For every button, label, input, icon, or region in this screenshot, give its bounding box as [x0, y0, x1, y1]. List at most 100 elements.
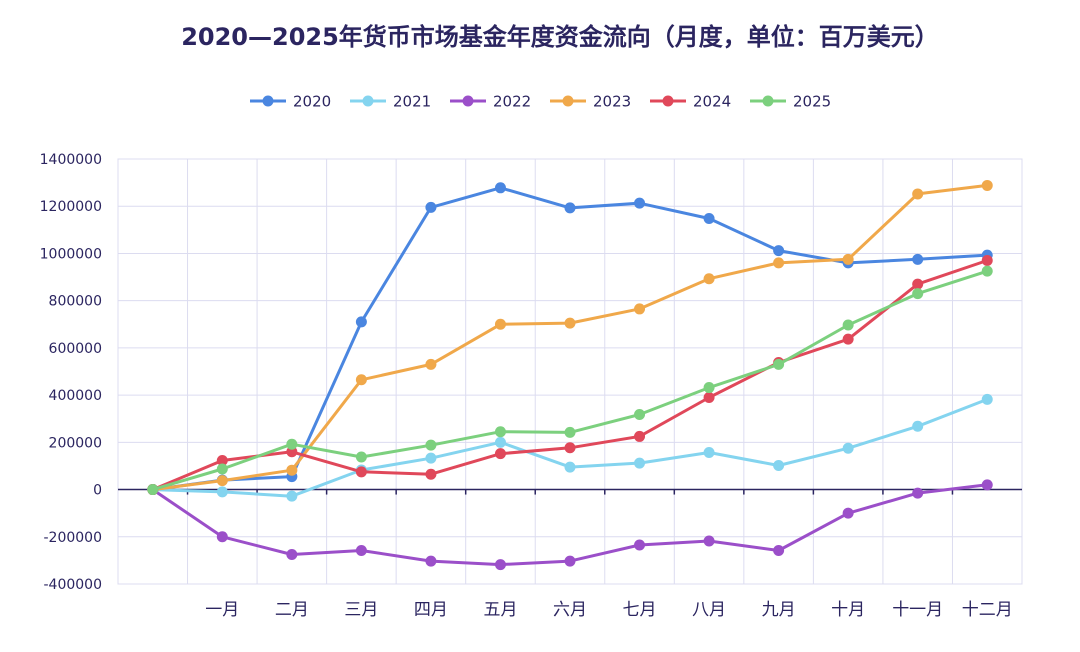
data-point — [355, 466, 367, 478]
data-point — [703, 213, 715, 224]
x-tick-label: 八月 — [692, 600, 726, 620]
data-point — [842, 253, 854, 265]
x-tick-label: 十二月 — [962, 600, 1013, 620]
data-point — [216, 455, 228, 467]
legend-item: 2023 — [550, 93, 631, 111]
legend-swatch-marker — [662, 95, 674, 107]
data-point — [773, 459, 785, 471]
legend-swatch-marker — [362, 95, 374, 107]
data-point — [634, 303, 646, 315]
series-group — [147, 179, 993, 571]
data-point — [634, 197, 646, 209]
data-point — [425, 468, 437, 480]
data-point — [286, 490, 298, 502]
data-point — [981, 479, 993, 491]
data-point — [564, 555, 576, 567]
x-tick-label: 六月 — [553, 600, 587, 620]
data-point — [981, 265, 993, 277]
data-point — [355, 544, 367, 556]
legend-item: 2021 — [350, 93, 431, 111]
series-2024 — [147, 255, 993, 496]
legend-label: 2020 — [293, 93, 331, 111]
y-tick-label: 1400000 — [40, 152, 102, 168]
x-tick-label: 十一月 — [892, 600, 943, 620]
data-point — [634, 430, 646, 442]
data-point — [703, 391, 715, 403]
data-point — [564, 426, 576, 438]
data-point — [703, 535, 715, 547]
data-point — [842, 319, 854, 331]
x-tick-label: 三月 — [344, 600, 378, 620]
y-tick-label: 200000 — [49, 435, 102, 451]
data-point — [981, 255, 993, 267]
data-point — [425, 201, 437, 213]
data-point — [912, 188, 924, 200]
data-point — [842, 333, 854, 345]
x-tick-label: 五月 — [483, 600, 517, 620]
data-point — [494, 426, 506, 438]
data-point — [773, 245, 785, 257]
data-point — [216, 531, 228, 543]
data-point — [912, 288, 924, 300]
data-point — [355, 374, 367, 386]
data-point — [286, 548, 298, 560]
data-point — [425, 358, 437, 370]
data-point — [216, 475, 228, 487]
data-point — [494, 182, 506, 194]
legend-label: 2023 — [593, 93, 631, 111]
x-axis: 一月 二月 三月 四月 五月 六月 七月 八月 九月 十月 十一月 十二月 — [205, 600, 1012, 620]
data-point — [425, 555, 437, 567]
data-point — [355, 316, 367, 328]
data-point — [634, 539, 646, 551]
data-point — [564, 202, 576, 214]
legend-item: 2024 — [650, 93, 731, 111]
series-line — [151, 269, 989, 492]
y-tick-label: -200000 — [44, 530, 103, 546]
y-tick-label: 1200000 — [40, 199, 102, 215]
data-point — [494, 318, 506, 330]
x-tick-label: 一月 — [205, 600, 239, 620]
legend-swatch-marker — [762, 95, 774, 107]
data-point — [286, 464, 298, 476]
y-tick-label: 1000000 — [40, 246, 102, 262]
data-point — [773, 544, 785, 556]
data-point — [494, 559, 506, 571]
data-point — [912, 253, 924, 265]
data-point — [147, 484, 159, 496]
data-point — [842, 507, 854, 519]
legend-label: 2024 — [693, 93, 731, 111]
data-point — [286, 438, 298, 450]
chart-title: 2020—2025年货币市场基金年度资金流向（月度，单位：百万美元） — [181, 23, 939, 51]
data-point — [494, 436, 506, 448]
data-point — [703, 382, 715, 394]
legend-item: 2020 — [250, 93, 331, 111]
series-2025 — [147, 265, 993, 496]
series-2022 — [147, 479, 993, 571]
legend-label: 2025 — [793, 93, 831, 111]
data-point — [216, 486, 228, 498]
x-tick-label: 十月 — [831, 600, 865, 620]
data-point — [286, 446, 298, 458]
data-point — [216, 463, 228, 475]
legend-swatch-marker — [562, 95, 574, 107]
data-point — [634, 457, 646, 469]
data-point — [981, 393, 993, 405]
data-point — [703, 446, 715, 458]
data-point — [981, 179, 993, 191]
data-point — [634, 408, 646, 420]
data-point — [564, 442, 576, 454]
legend-swatch-marker — [462, 95, 474, 107]
legend-item: 2022 — [450, 93, 531, 111]
data-point — [912, 420, 924, 432]
data-point — [912, 487, 924, 499]
legend: 2020 2021 2022 2023 2024 2025 — [250, 93, 831, 111]
legend-swatch-marker — [262, 95, 274, 107]
legend-label: 2022 — [493, 93, 531, 111]
data-point — [564, 461, 576, 473]
x-tick-label: 九月 — [762, 600, 796, 620]
series-line — [151, 259, 989, 492]
data-point — [494, 448, 506, 460]
y-tick-label: -400000 — [44, 577, 103, 593]
x-tick-label: 四月 — [414, 600, 448, 620]
